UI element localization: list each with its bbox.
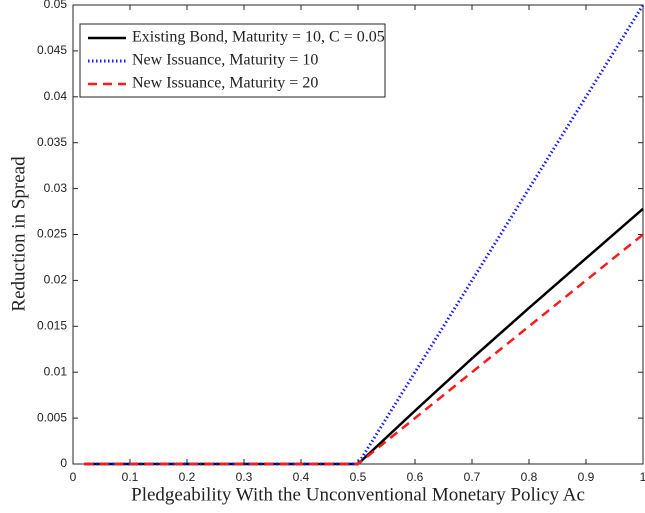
y-tick-label: 0.03 <box>44 181 68 195</box>
x-tick-label: 0.1 <box>122 470 139 484</box>
x-tick-label: 0.2 <box>179 470 196 484</box>
y-axis-label: Reduction in Spread <box>8 156 29 312</box>
line-series <box>84 207 644 466</box>
y-tick-label: 0.02 <box>44 273 68 287</box>
y-tick-label: 0.025 <box>37 227 67 241</box>
legend-box <box>79 23 386 98</box>
y-tick-label: 0.04 <box>44 89 68 103</box>
x-tick-label: 0.9 <box>578 470 595 484</box>
y-tick-label: 0.05 <box>44 0 68 11</box>
legend-label: Existing Bond, Maturity = 10, C = 0.05 <box>132 29 385 46</box>
y-tick-label: 0.035 <box>37 135 67 149</box>
x-tick-label: 0 <box>70 470 77 484</box>
x-tick-label: 0.8 <box>521 470 538 484</box>
y-tick-label: 0.01 <box>44 364 68 378</box>
line-series <box>84 233 644 466</box>
x-tick-label: 0.3 <box>236 470 253 484</box>
x-tick-label: 0.4 <box>293 470 310 484</box>
legend-label: New Issuance, Maturity = 10 <box>132 52 318 69</box>
x-tick-label: 0.6 <box>407 470 424 484</box>
legend-label: New Issuance, Maturity = 20 <box>132 75 318 92</box>
y-tick-label: 0.015 <box>37 318 67 332</box>
y-tick-label: 0.005 <box>37 410 67 424</box>
y-tick-label: 0.045 <box>37 43 67 57</box>
x-tick-label: 0.7 <box>464 470 481 484</box>
x-axis-label: Pledgeability With the Unconventional Mo… <box>131 484 585 505</box>
x-tick-label: 0.5 <box>350 470 367 484</box>
y-tick-label: 0 <box>60 456 67 470</box>
x-tick-label: 1 <box>640 470 645 484</box>
